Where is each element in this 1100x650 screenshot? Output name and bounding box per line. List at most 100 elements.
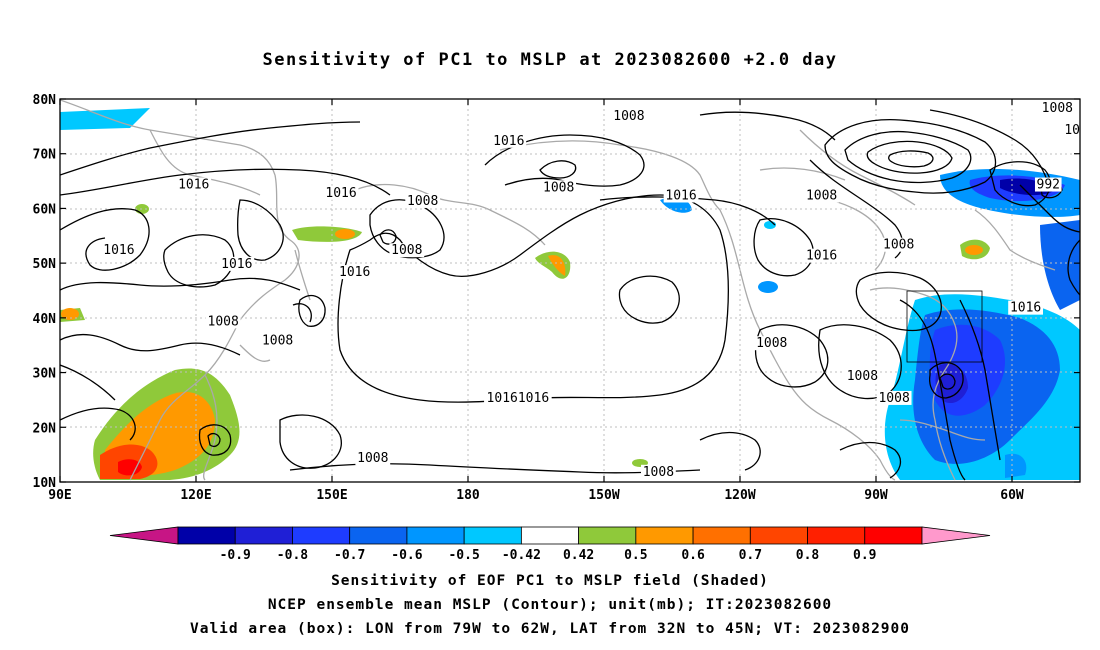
contour-label: 992 bbox=[1037, 178, 1060, 193]
lon-label: 120E bbox=[180, 488, 211, 503]
contour-label-bg bbox=[881, 237, 917, 252]
colorbar-label: 0.7 bbox=[739, 548, 762, 563]
colorbar-label: -0.7 bbox=[334, 548, 365, 563]
colorbar-swatch bbox=[692, 526, 751, 545]
contour-label-bg bbox=[1062, 122, 1080, 137]
lat-label: 80N bbox=[33, 93, 57, 108]
contour-label-bg bbox=[405, 193, 441, 208]
lat-label: 30N bbox=[33, 367, 57, 382]
colorbar-label: 0.6 bbox=[681, 548, 705, 563]
lat-label: 40N bbox=[33, 312, 57, 327]
colorbar-swatch bbox=[578, 526, 637, 545]
contour-label: 1008 bbox=[806, 188, 837, 203]
colorbar-max-arrow bbox=[921, 526, 991, 545]
contour-label: 1016 bbox=[806, 249, 837, 264]
contour-label-bg bbox=[176, 177, 212, 192]
colorbar-min-arrow bbox=[109, 526, 179, 545]
colorbar-swatch bbox=[177, 526, 236, 545]
colorbar-swatch bbox=[349, 526, 408, 545]
contour-label-bg bbox=[260, 333, 295, 348]
contour-label: 1008 bbox=[262, 333, 293, 348]
contour-label-bg bbox=[641, 464, 676, 479]
contour-label-bg bbox=[804, 188, 839, 203]
plot-frame bbox=[59, 98, 1081, 483]
colorbar-swatch bbox=[635, 526, 694, 545]
contour-label-bg bbox=[845, 369, 880, 384]
contour-label: 1016 bbox=[325, 186, 356, 201]
contour-label: 1008 bbox=[391, 243, 422, 258]
contour-label: 1016 bbox=[178, 178, 209, 193]
contour-label-bg bbox=[663, 188, 699, 203]
colorbar-label: 0.5 bbox=[624, 548, 647, 563]
contour-label: 1008 bbox=[883, 238, 914, 253]
colorbar-swatch bbox=[749, 526, 808, 545]
contour-label-bg bbox=[754, 336, 790, 351]
contour-label-bg bbox=[101, 243, 137, 258]
contour-label-bg bbox=[491, 133, 527, 148]
contour-label: 10161016 bbox=[487, 391, 550, 406]
contour-label-bg bbox=[219, 256, 255, 271]
footer-line-2: NCEP ensemble mean MSLP (Contour); unit(… bbox=[267, 597, 833, 613]
contour-label-bg bbox=[1034, 177, 1062, 192]
contour-label: 1016 bbox=[103, 243, 134, 258]
contour-label-bg bbox=[876, 390, 912, 405]
colorbar-label: 0.8 bbox=[796, 548, 820, 563]
contour-label: 1008 bbox=[1042, 101, 1073, 116]
colorbar-label: 0.42 bbox=[563, 548, 594, 563]
contour-label-bg bbox=[484, 390, 552, 405]
colorbar-label: -0.42 bbox=[502, 548, 541, 563]
contour-label: 1016 bbox=[339, 265, 370, 280]
contour-label: 1008 bbox=[357, 451, 388, 466]
colorbar-swatch bbox=[406, 526, 465, 545]
lon-label: 150W bbox=[588, 488, 619, 503]
contour-label-bg bbox=[337, 265, 373, 280]
contour-label-bg bbox=[611, 109, 647, 124]
colorbar-swatch bbox=[463, 526, 522, 545]
lon-label: 120W bbox=[724, 488, 755, 503]
contour-label-bg bbox=[323, 185, 359, 200]
colorbar-label: 0.9 bbox=[853, 548, 876, 563]
lon-label: 60W bbox=[1000, 488, 1024, 503]
contour-label: 1008 bbox=[208, 314, 239, 329]
map-title: Sensitivity of PC1 to MSLP at 2023082600… bbox=[262, 50, 838, 70]
lon-label: 90W bbox=[864, 488, 888, 503]
colorbar-swatch bbox=[520, 526, 580, 545]
colorbar-swatch bbox=[807, 526, 866, 545]
contour-label: 1008 bbox=[543, 180, 574, 195]
contour-label: 1016 bbox=[221, 257, 252, 272]
colorbar-label: -0.9 bbox=[220, 548, 251, 563]
footer-line-3: Valid area (box): LON from 79W to 62W, L… bbox=[189, 621, 910, 637]
contour-label: 1016 bbox=[1010, 301, 1041, 316]
colorbar-swatch bbox=[292, 526, 351, 545]
lat-label: 20N bbox=[33, 421, 57, 436]
lat-label: 50N bbox=[33, 257, 57, 272]
contour-label: 1008 bbox=[407, 194, 438, 209]
valid-area-box bbox=[906, 290, 983, 363]
lat-label: 10N bbox=[33, 476, 57, 491]
contour-label: 1008 bbox=[878, 391, 909, 406]
lat-label: 60N bbox=[33, 202, 57, 217]
colorbar-swatch bbox=[864, 526, 923, 545]
colorbar-label: -0.5 bbox=[448, 548, 479, 563]
contour-label: 1008 bbox=[756, 336, 787, 351]
colorbar: -0.9 -0.8 -0.7 -0.6 -0.5 -0.42 0.42 0.5 0.6 0.7 0.… bbox=[109, 526, 991, 563]
footer-line-1: Sensitivity of EOF PC1 to MSLP field (Sh… bbox=[331, 573, 769, 589]
contour-label: 1016 bbox=[493, 134, 524, 149]
contour-label-bg bbox=[389, 243, 425, 258]
contour-label: 1008 bbox=[847, 369, 878, 384]
lat-label: 70N bbox=[33, 148, 57, 163]
contour-label-bg bbox=[1085, 205, 1100, 219]
lon-label: 180 bbox=[456, 488, 480, 503]
colorbar-label: -0.8 bbox=[277, 548, 308, 563]
lon-label: 150E bbox=[316, 488, 347, 503]
contour-label: 1008 bbox=[643, 465, 674, 480]
contour-label: 1016 bbox=[665, 188, 696, 203]
colorbar-swatch bbox=[234, 526, 293, 545]
contour-label-bg bbox=[1039, 100, 1075, 115]
contour-label-bg bbox=[804, 248, 839, 263]
contour-label-bg bbox=[541, 180, 577, 195]
contour-label: 1008 bbox=[613, 109, 644, 124]
contour-label-bg bbox=[205, 314, 241, 329]
